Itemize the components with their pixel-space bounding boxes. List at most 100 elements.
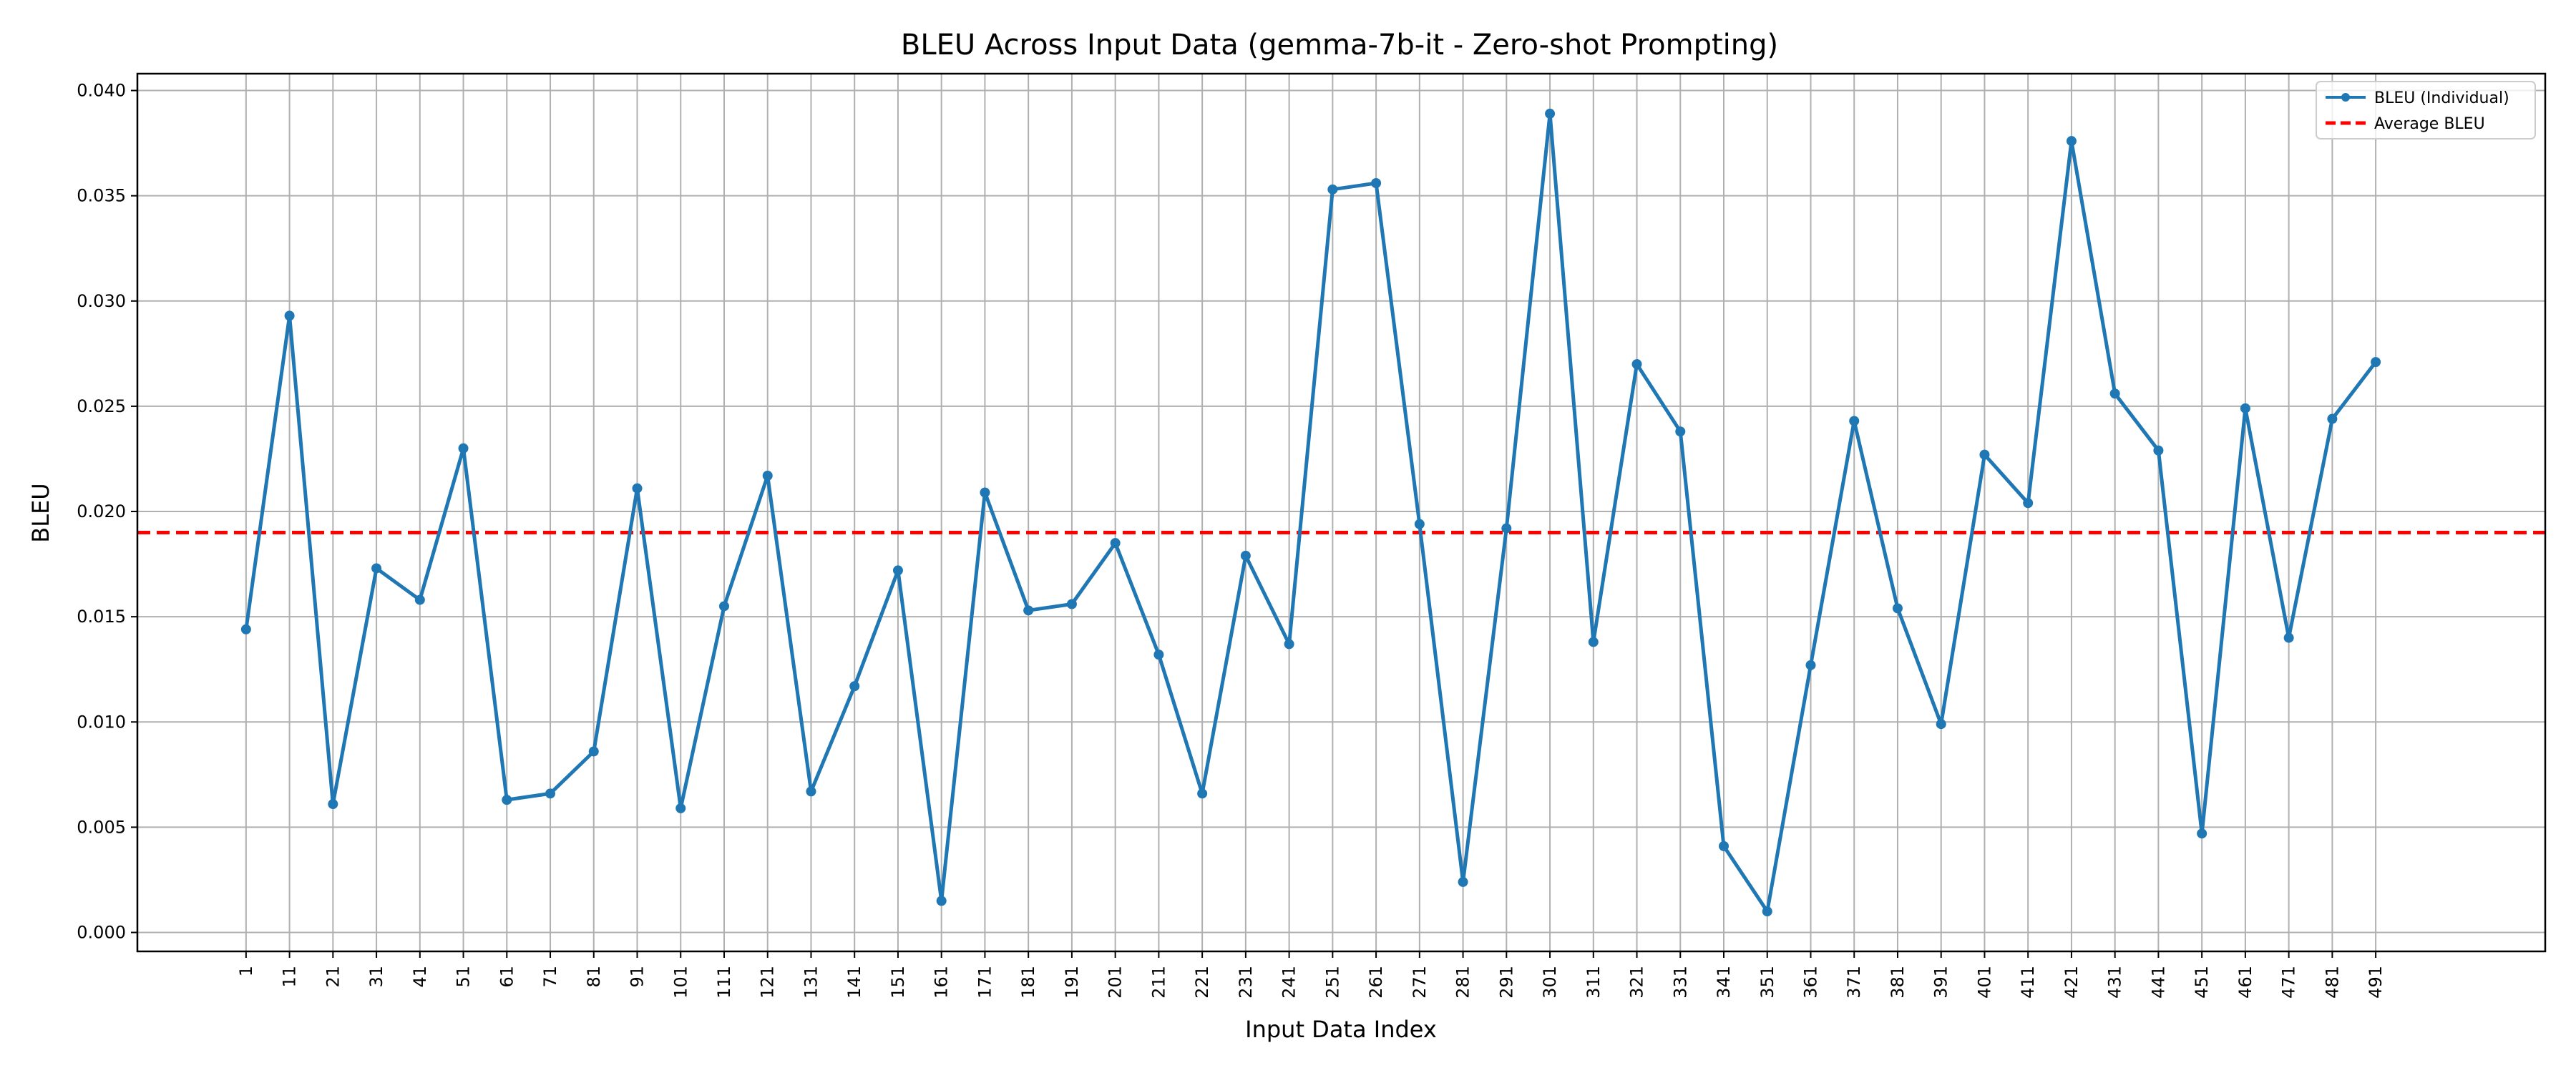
x-tick-label: 171 — [975, 966, 995, 999]
series-layer — [240, 108, 2381, 917]
data-point — [284, 310, 295, 321]
data-point — [588, 746, 599, 757]
x-tick-label: 251 — [1322, 966, 1342, 999]
y-tick-label: 0.035 — [77, 186, 126, 206]
x-tick-label: 71 — [540, 966, 560, 988]
x-tick-label: 51 — [454, 966, 474, 988]
data-point — [2066, 136, 2077, 147]
plot-area-frame — [136, 72, 2547, 953]
x-tick-label: 161 — [932, 966, 952, 999]
legend-box — [2316, 81, 2536, 139]
data-point — [2023, 498, 2034, 509]
x-tick-label: 1 — [236, 966, 256, 976]
x-tick-label: 391 — [1931, 966, 1951, 999]
data-point — [2153, 445, 2164, 456]
data-point — [675, 803, 686, 813]
chart-title: BLEU Across Input Data (gemma-7b-it - Ze… — [901, 29, 1778, 62]
x-tick-label: 131 — [801, 966, 821, 999]
data-point — [1371, 178, 1382, 189]
data-point — [1849, 416, 1860, 426]
y-tick-label: 0.005 — [77, 817, 126, 837]
x-tick-label: 111 — [714, 966, 734, 999]
x-tick-label: 141 — [844, 966, 864, 999]
x-tick-label: 211 — [1148, 966, 1169, 999]
x-tick-label: 261 — [1366, 966, 1386, 999]
x-tick-label: 351 — [1757, 966, 1777, 999]
data-point — [849, 681, 860, 692]
data-point — [2240, 403, 2250, 413]
x-tick-label: 41 — [410, 966, 430, 988]
data-point — [2327, 413, 2338, 424]
x-tick-label: 281 — [1453, 966, 1473, 999]
bleu-individual-line — [244, 112, 2378, 913]
data-point — [1501, 523, 1512, 534]
x-tick-label: 431 — [2105, 966, 2125, 999]
data-point — [1023, 605, 1034, 616]
x-tick-label: 441 — [2148, 966, 2168, 999]
y-axis-ticks: 0.000 0.005 0.010 0.015 0.020 0.025 0.030 0.035… — [77, 81, 137, 943]
x-tick-label: 371 — [1844, 966, 1864, 999]
data-point — [240, 624, 251, 635]
x-tick-label: 321 — [1627, 966, 1647, 999]
y-tick-label: 0.020 — [77, 501, 126, 521]
x-tick-label: 21 — [323, 966, 343, 988]
data-point — [1588, 637, 1599, 647]
x-tick-label: 61 — [497, 966, 517, 988]
data-point — [458, 443, 469, 454]
x-tick-label: 411 — [2018, 966, 2038, 999]
x-tick-label: 311 — [1584, 966, 1604, 999]
data-point — [1892, 603, 1903, 614]
x-tick-label: 231 — [1236, 966, 1256, 999]
x-tick-label: 471 — [2279, 966, 2299, 999]
x-axis-ticks: 1 11 21 31 41 51 61 71 81 91 101 111 121 131 141 151 161… — [236, 951, 2386, 999]
data-point — [1414, 519, 1425, 529]
data-point — [1675, 426, 1686, 437]
data-point — [2109, 388, 2120, 399]
data-point — [545, 788, 556, 799]
x-tick-label: 31 — [366, 966, 386, 988]
data-point — [1762, 906, 1772, 917]
x-tick-label: 91 — [628, 966, 648, 988]
y-tick-label: 0.010 — [77, 712, 126, 732]
x-tick-label: 81 — [584, 966, 604, 988]
data-point — [1631, 359, 1642, 370]
y-tick-label: 0.025 — [77, 396, 126, 416]
x-tick-label: 241 — [1279, 966, 1299, 999]
data-point — [980, 487, 990, 498]
data-point — [718, 601, 729, 612]
x-tick-label: 121 — [758, 966, 778, 999]
x-tick-label: 461 — [2235, 966, 2255, 999]
data-point — [502, 795, 512, 805]
x-tick-label: 481 — [2322, 966, 2342, 999]
data-point — [414, 594, 425, 605]
x-tick-label: 341 — [1714, 966, 1734, 999]
x-tick-label: 331 — [1670, 966, 1690, 999]
x-tick-label: 191 — [1062, 966, 1082, 999]
data-point — [936, 896, 947, 906]
x-tick-label: 421 — [2062, 966, 2082, 999]
y-tick-label: 0.015 — [77, 607, 126, 627]
x-tick-label: 301 — [1540, 966, 1560, 999]
x-tick-label: 101 — [670, 966, 691, 999]
x-tick-label: 381 — [1888, 966, 1908, 999]
legend-label-average: Average BLEU — [2374, 115, 2485, 133]
data-point — [1284, 639, 1294, 650]
data-point — [1458, 876, 1468, 887]
legend-marker-individual — [2341, 93, 2350, 102]
data-point — [1153, 650, 1164, 660]
y-tick-label: 0.030 — [77, 291, 126, 311]
data-point — [1327, 184, 1338, 195]
legend-label-individual: BLEU (Individual) — [2374, 89, 2509, 107]
y-tick-label: 0.000 — [77, 923, 126, 943]
data-point — [632, 483, 643, 494]
data-point — [2371, 357, 2381, 368]
data-point — [2197, 828, 2207, 839]
data-point — [1197, 788, 1208, 799]
x-tick-label: 221 — [1192, 966, 1212, 999]
data-point — [892, 565, 903, 576]
x-tick-label: 181 — [1018, 966, 1038, 999]
x-tick-label: 11 — [280, 966, 300, 988]
data-point — [1545, 108, 1556, 119]
